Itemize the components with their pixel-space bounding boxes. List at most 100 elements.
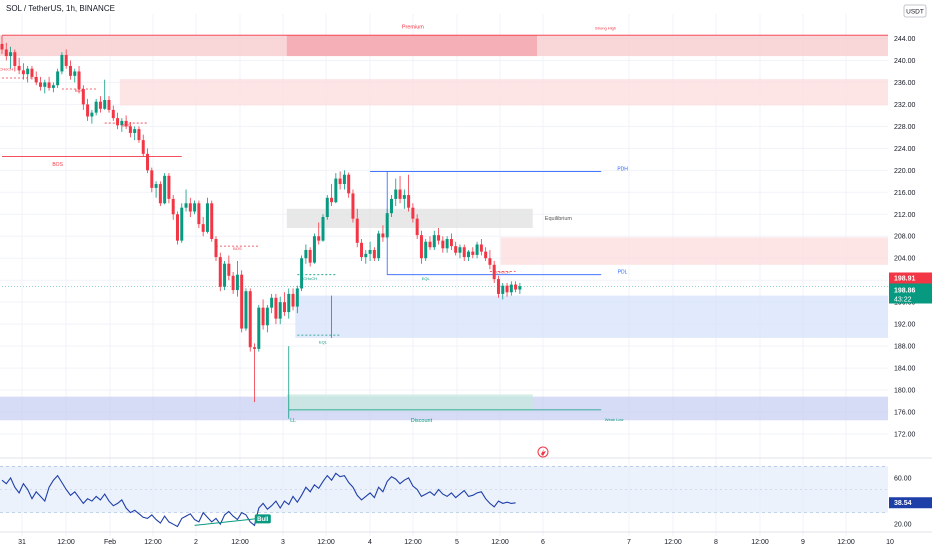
- candle-body: [360, 242, 364, 258]
- annotation-label: Weak Low: [605, 417, 624, 422]
- candle-body: [424, 241, 428, 259]
- candle-body: [146, 153, 150, 171]
- candle-body: [51, 85, 55, 88]
- candle-body: [13, 52, 17, 66]
- candle-body: [193, 203, 197, 212]
- candle-body: [188, 203, 192, 212]
- candle-body: [218, 257, 222, 287]
- bull-label: Bull: [257, 517, 269, 523]
- candle-body: [197, 203, 201, 225]
- candle-body: [43, 82, 47, 87]
- candle-body: [120, 120, 124, 126]
- price-tick-label: 228.00: [894, 124, 916, 131]
- candle-body: [167, 175, 171, 199]
- candle-body: [419, 235, 423, 259]
- candle-body: [265, 307, 269, 326]
- annotation-label: LL: [290, 418, 296, 424]
- candle-body: [317, 236, 321, 241]
- price-tick-label: 232.00: [894, 102, 916, 109]
- annotation-label: PDL: [618, 270, 628, 276]
- price-tick-label: 172.00: [894, 432, 916, 439]
- annotation-label: BOS: [52, 162, 63, 168]
- bull-badge: [254, 514, 271, 524]
- last-price-badge: [889, 272, 932, 284]
- demand-zone: [295, 295, 888, 338]
- time-tick-label: 7: [627, 539, 631, 546]
- currency-label: USDT: [906, 9, 924, 16]
- candle-body: [81, 89, 85, 105]
- alert-icon: [537, 446, 549, 458]
- lightning-icon: [541, 449, 546, 456]
- candle-body: [505, 285, 509, 293]
- last-price-label: 198.91: [894, 276, 916, 283]
- symbol-title: SOL / TetherUS, 1h, BINANCE: [6, 4, 115, 13]
- candle-body: [257, 307, 261, 349]
- candle-body: [402, 195, 406, 199]
- candle-body: [64, 54, 68, 66]
- candle-body: [180, 207, 184, 241]
- candle-body: [68, 65, 72, 76]
- supply-zone-2: [500, 237, 888, 265]
- candle-body: [351, 193, 355, 219]
- price-value-label: 198.86: [894, 288, 916, 295]
- time-tick-label: 12:00: [751, 539, 769, 546]
- candle-body: [4, 49, 8, 57]
- price-tick-label: 244.00: [894, 36, 916, 43]
- candle-body: [103, 100, 107, 109]
- candle-body: [385, 213, 389, 238]
- time-tick-label: 12:00: [837, 539, 855, 546]
- candle-body: [330, 197, 334, 203]
- candle-body: [321, 217, 325, 241]
- price-tick-label: 176.00: [894, 410, 916, 417]
- time-tick-label: 12:00: [231, 539, 249, 546]
- annotation-label: Equilibrium: [545, 216, 573, 222]
- candle-body: [407, 195, 411, 208]
- price-tick-label: 240.00: [894, 58, 916, 65]
- time-tick-label: 8: [714, 539, 718, 546]
- candle-body: [184, 203, 188, 208]
- candle-body: [462, 247, 466, 258]
- candle-body: [342, 174, 346, 185]
- rsi-band: [0, 466, 888, 513]
- candle-body: [415, 218, 419, 236]
- candle-body: [163, 175, 167, 204]
- time-tick-label: 6: [541, 539, 545, 546]
- candle-body: [492, 264, 496, 280]
- rsi-line: [1, 472, 516, 528]
- candle-body: [278, 302, 282, 319]
- candle-body: [261, 307, 265, 326]
- annotation-label: Discount: [411, 418, 433, 424]
- candle-body: [441, 240, 445, 249]
- price-tick-label: 204.00: [894, 256, 916, 263]
- candle-body: [60, 54, 64, 72]
- annotation-label: Premium: [402, 25, 424, 31]
- time-tick-label: 12:00: [664, 539, 682, 546]
- candle-body: [381, 233, 385, 238]
- candle-body: [158, 184, 162, 204]
- annotation-label: BOS: [233, 246, 242, 251]
- candle-body: [325, 197, 329, 218]
- time-tick-label: Feb: [104, 539, 116, 546]
- candle-body: [479, 244, 483, 252]
- annotation-label: CHoCH: [303, 276, 317, 281]
- candle-body: [432, 235, 436, 248]
- candle-body: [364, 253, 368, 258]
- candle-body: [17, 65, 21, 71]
- time-tick-label: 12:00: [404, 539, 422, 546]
- time-tick-label: 12:00: [57, 539, 75, 546]
- candle-body: [30, 68, 34, 77]
- annotation-label: CHoCH: [496, 270, 510, 275]
- supply-zone-1: [119, 79, 889, 106]
- candle-body: [9, 52, 13, 57]
- equilibrium-zone: [286, 208, 533, 229]
- candle-body: [223, 263, 227, 287]
- candle-body: [274, 297, 278, 319]
- annotation-label: CHoCH: [0, 66, 13, 71]
- candle-body: [128, 126, 132, 133]
- candle-body: [355, 218, 359, 243]
- time-tick-label: 31: [18, 539, 26, 546]
- rsi-value-badge: [889, 497, 932, 509]
- candle-body: [291, 293, 295, 307]
